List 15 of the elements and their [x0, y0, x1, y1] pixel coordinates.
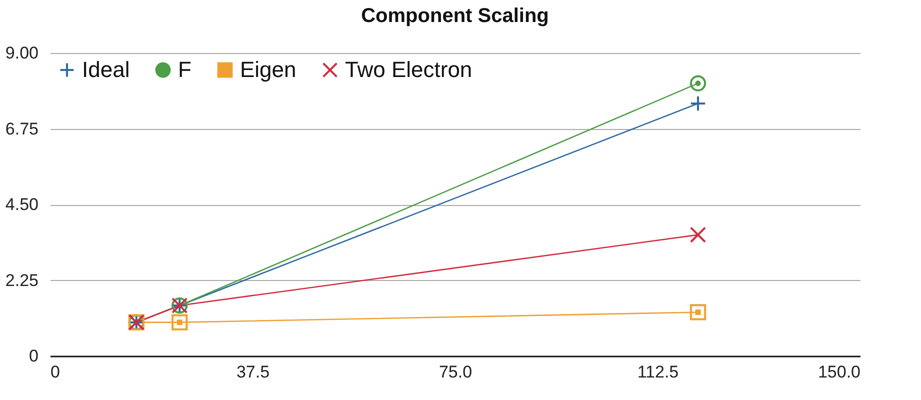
y-tick-label: 0	[29, 346, 38, 366]
x-tick-label: 150.0	[818, 362, 860, 382]
x-tick-label: 0	[50, 362, 60, 382]
y-tick-label: 9.00	[5, 44, 38, 62]
legend-label: F	[178, 57, 192, 82]
legend-label: Ideal	[82, 57, 130, 82]
x-tick-label: 112.5	[637, 362, 679, 382]
y-tick-label: 4.50	[5, 195, 38, 214]
legend-label: Eigen	[240, 57, 296, 82]
y-tick-label: 2.25	[5, 270, 38, 290]
x-tick-label: 75.0	[438, 362, 472, 382]
chart-title: Component Scaling	[361, 5, 549, 27]
y-tick-label: 6.75	[5, 119, 38, 138]
x-tick-label: 37.5	[236, 362, 270, 382]
legend-label: Two Electron	[345, 57, 472, 82]
